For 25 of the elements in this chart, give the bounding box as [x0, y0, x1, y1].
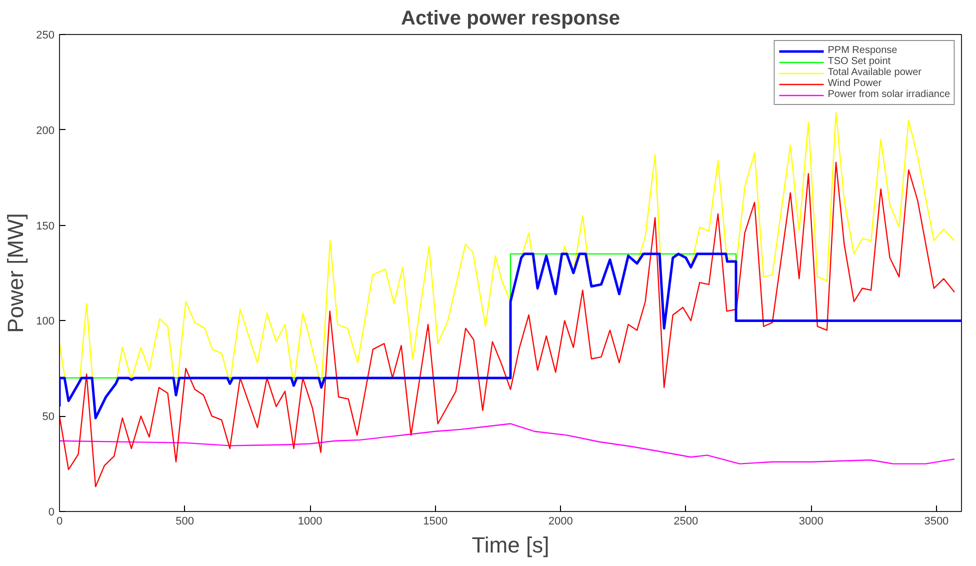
legend-label: Wind Power: [828, 78, 882, 89]
x-tick-label: 3500: [924, 516, 949, 528]
x-tick-label: 500: [176, 516, 194, 528]
line-series: [60, 423, 956, 464]
y-tick-label: 50: [42, 411, 55, 424]
legend-label: TSO Set point: [828, 56, 891, 67]
x-tick-label: 2000: [548, 516, 573, 528]
legend-label: Total Available power: [828, 67, 922, 78]
y-tick-label: 100: [36, 316, 55, 328]
y-tick-label: 0: [48, 506, 55, 518]
x-tick-label: 1500: [423, 516, 448, 528]
line-series: [60, 162, 956, 488]
y-tick-label: 200: [36, 124, 55, 137]
x-axis-title: Time [s]: [472, 532, 550, 558]
line-series: [60, 252, 962, 420]
x-tick-label: 1000: [298, 516, 322, 528]
x-tick-label: 3000: [798, 516, 824, 528]
chart-title: Active power response: [401, 8, 620, 30]
legend-label: Power from solar irradiance: [828, 89, 950, 100]
x-tick-label: 2500: [674, 516, 698, 528]
y-axis-title: Power [MW]: [3, 213, 28, 333]
y-tick-label: 150: [36, 220, 55, 232]
x-tick-label: 0: [56, 516, 63, 528]
legend-label: PPM Response: [828, 45, 898, 56]
y-tick-label: 250: [36, 30, 55, 42]
